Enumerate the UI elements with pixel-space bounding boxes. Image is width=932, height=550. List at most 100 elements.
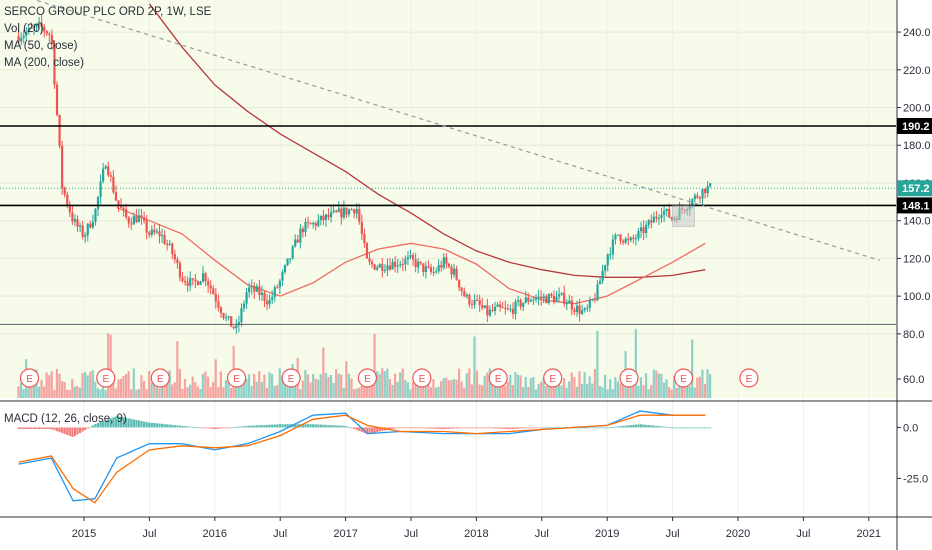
histogram-bar: [645, 424, 648, 428]
volume-bar: [542, 378, 545, 398]
candle-body: [294, 239, 297, 247]
candle-body: [504, 307, 507, 309]
volume-bar: [191, 376, 194, 398]
candle-body: [322, 215, 325, 221]
candle-body: [181, 277, 184, 281]
candle-body: [458, 279, 461, 288]
histogram-bar: [265, 424, 269, 428]
candle-body: [540, 296, 543, 299]
candle-body: [189, 278, 192, 286]
histogram-bar: [491, 427, 494, 429]
histogram-bar: [486, 427, 489, 429]
histogram-bar: [578, 427, 581, 429]
histogram-bar: [696, 427, 699, 429]
earnings-label: E: [233, 374, 240, 385]
volume-bar: [501, 376, 504, 398]
histogram-bar: [652, 425, 655, 428]
histogram-bar: [191, 426, 194, 428]
candle-body: [534, 297, 538, 300]
candle-body: [337, 208, 340, 213]
volume-bar: [703, 383, 707, 398]
volume-tick-label: 60.0: [903, 374, 924, 386]
histogram-bar: [245, 425, 248, 428]
candle-body: [66, 194, 69, 205]
histogram-bar: [680, 427, 684, 429]
candle-body: [578, 305, 581, 314]
histogram-bar: [140, 420, 143, 428]
candle-body: [347, 209, 351, 215]
volume-bar: [78, 387, 82, 398]
volume-bar: [117, 379, 120, 398]
volume-bar: [122, 375, 125, 398]
histogram-bar: [394, 427, 397, 429]
volume-bar: [588, 376, 591, 398]
candle-body: [611, 239, 614, 255]
volume-bar: [609, 379, 612, 398]
volume-bar: [124, 374, 128, 398]
candle-body: [186, 282, 189, 286]
volume-bar: [603, 374, 607, 398]
histogram-bar: [281, 424, 284, 428]
candle-body: [573, 309, 576, 313]
volume-bar: [452, 379, 456, 398]
histogram-bar: [166, 424, 169, 428]
candle-body: [201, 273, 205, 282]
histogram-bar: [598, 427, 602, 429]
volume-bar: [670, 389, 673, 398]
histogram-bar: [591, 427, 594, 429]
volume-bar: [66, 389, 69, 398]
time-tick-label: 2018: [464, 528, 488, 540]
candle-body: [358, 208, 361, 222]
histogram-bar: [422, 427, 425, 429]
candle-body: [596, 284, 599, 301]
earnings-label: E: [364, 374, 371, 385]
candle-body: [314, 223, 317, 226]
histogram-bar: [709, 427, 712, 429]
candle-body: [560, 292, 563, 295]
volume-bar: [253, 373, 256, 398]
histogram-bar: [327, 424, 330, 428]
volume-bar: [514, 371, 517, 398]
volume-bar: [219, 371, 222, 398]
histogram-bar: [670, 427, 673, 429]
candle-body: [365, 243, 369, 259]
candle-body: [514, 301, 517, 314]
earnings-label: E: [495, 374, 502, 385]
volume-bar: [265, 387, 269, 398]
histogram-bar: [296, 424, 299, 428]
candle-body: [452, 268, 456, 275]
volume-bar: [53, 389, 56, 398]
candle-body: [591, 299, 594, 301]
histogram-bar: [452, 427, 456, 429]
candle-body: [143, 217, 146, 221]
histogram-bar: [319, 424, 322, 428]
volume-bar: [355, 388, 358, 398]
candle-body: [242, 303, 246, 309]
candle-body: [122, 207, 125, 210]
candle-body: [370, 261, 374, 265]
candle-body: [404, 259, 407, 265]
volume-bar: [483, 375, 486, 398]
signal-line: [18, 414, 706, 504]
volume-bar: [614, 377, 617, 398]
earnings-label: E: [419, 374, 426, 385]
candle-body: [150, 229, 153, 235]
histogram-bar: [22, 427, 25, 430]
histogram-bar: [376, 427, 379, 433]
histogram-bar: [73, 427, 77, 437]
candle-body: [698, 197, 702, 199]
histogram-bar: [665, 426, 668, 428]
candle-body: [383, 269, 386, 271]
candle-body: [335, 210, 338, 213]
candle-body: [96, 197, 100, 210]
candle-body: [73, 219, 77, 222]
candle-body: [324, 214, 328, 221]
pattern-box: [672, 205, 695, 227]
candle-body: [289, 258, 292, 260]
histogram-bar: [675, 427, 679, 429]
volume-bar: [358, 387, 361, 398]
candle-body: [604, 265, 607, 271]
volume-bar: [76, 385, 79, 398]
histogram-bar: [642, 424, 645, 428]
